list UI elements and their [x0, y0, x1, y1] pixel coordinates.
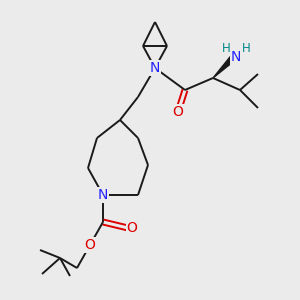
Text: N: N: [150, 61, 160, 75]
Text: N: N: [98, 188, 108, 202]
Text: H: H: [242, 43, 250, 56]
Text: O: O: [127, 221, 137, 235]
Text: N: N: [231, 50, 241, 64]
Polygon shape: [213, 52, 239, 78]
Text: O: O: [85, 238, 95, 252]
Text: O: O: [172, 105, 183, 119]
Text: H: H: [222, 43, 230, 56]
